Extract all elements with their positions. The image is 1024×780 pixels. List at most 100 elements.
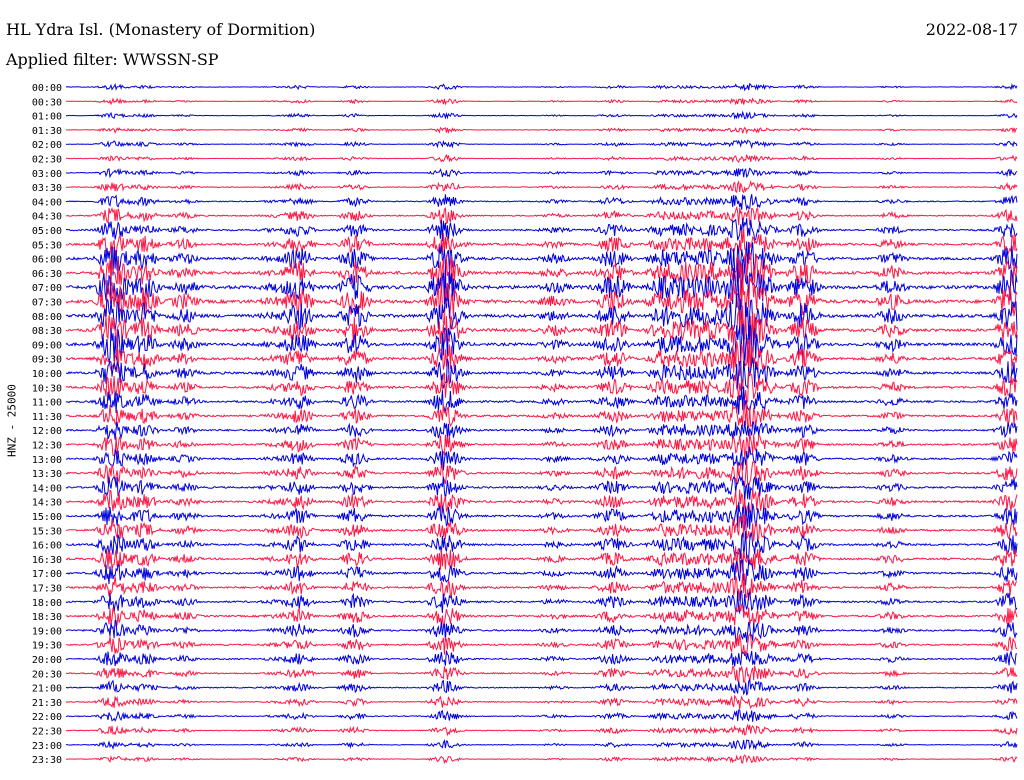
row-time-label: 20:00 [32, 655, 62, 666]
trace-line-0930 [65, 339, 1018, 379]
row-time-label: 12:30 [32, 441, 62, 452]
trace-line-1700 [65, 558, 1018, 586]
row-time-label: 10:00 [32, 369, 62, 380]
row-time-label: 01:00 [32, 112, 62, 123]
row-time-label: 10:30 [32, 383, 62, 394]
trace-line-0130 [65, 126, 1018, 135]
trace-line-1930 [65, 633, 1018, 656]
row-time-label: 14:00 [32, 483, 62, 494]
row-time-label: 03:30 [32, 183, 62, 194]
trace-line-2300 [65, 738, 1018, 751]
trace-line-0900 [65, 324, 1018, 366]
row-time-label: 14:30 [32, 498, 62, 509]
row-time-label: 20:30 [32, 669, 62, 680]
trace-line-2130 [65, 694, 1018, 710]
trace-line-1330 [65, 459, 1018, 488]
row-time-label: 15:00 [32, 512, 62, 523]
row-time-label: 06:00 [32, 255, 62, 266]
row-time-label: 04:30 [32, 212, 62, 223]
trace-line-1730 [65, 572, 1018, 602]
row-time-label: 21:30 [32, 698, 62, 709]
trace-line-1530 [65, 514, 1018, 542]
date-label: 2022-08-17 [925, 20, 1018, 39]
row-time-label: 13:00 [32, 455, 62, 466]
row-time-label: 09:00 [32, 340, 62, 351]
trace-line-0330 [65, 179, 1018, 194]
trace-line-1100 [65, 386, 1018, 415]
trace-line-0830 [65, 305, 1018, 354]
trace-line-1600 [65, 530, 1018, 560]
row-time-label: 00:30 [32, 97, 62, 108]
row-time-label: 13:30 [32, 469, 62, 480]
row-time-label: 01:30 [32, 126, 62, 137]
trace-line-1900 [66, 619, 1018, 643]
row-time-label: 22:30 [32, 727, 62, 738]
trace-line-0800 [65, 293, 1018, 340]
row-time-label: 04:00 [32, 197, 62, 208]
row-time-label: 08:00 [32, 312, 62, 323]
trace-line-0630 [65, 252, 1018, 293]
row-time-label: 09:30 [32, 355, 62, 366]
trace-line-2030 [65, 665, 1018, 684]
trace-line-2230 [65, 723, 1018, 737]
row-time-label: 22:00 [32, 712, 62, 723]
row-time-label: 23:00 [32, 741, 62, 752]
trace-line-0500 [65, 217, 1018, 242]
trace-line-1400 [65, 474, 1018, 502]
trace-line-1230 [65, 432, 1018, 458]
row-time-label: 02:00 [32, 140, 62, 151]
trace-line-1800 [65, 589, 1018, 615]
row-time-label: 23:30 [32, 755, 62, 766]
row-time-label: 02:30 [32, 155, 62, 166]
row-time-label: 07:00 [32, 283, 62, 294]
row-time-label: 12:00 [32, 426, 62, 437]
row-time-label: 05:30 [32, 240, 62, 251]
trace-line-1030 [65, 371, 1018, 404]
row-time-label: 17:30 [32, 584, 62, 595]
trace-line-0530 [65, 227, 1018, 261]
row-time-label: 06:30 [32, 269, 62, 280]
row-time-label: 11:30 [32, 412, 62, 423]
row-time-label: 00:00 [32, 83, 62, 94]
trace-line-0400 [65, 194, 1018, 211]
trace-line-0100 [65, 110, 1018, 120]
row-time-label: 19:00 [32, 626, 62, 637]
trace-line-0000 [65, 82, 1018, 92]
trace-line-0730 [65, 274, 1018, 327]
trace-line-1200 [65, 420, 1018, 440]
trace-line-0300 [65, 167, 1018, 179]
trace-line-1130 [65, 401, 1018, 429]
filter-label: Applied filter: WWSSN-SP [6, 50, 219, 69]
trace-line-2000 [65, 649, 1018, 667]
station-title: HL Ydra Isl. (Monastery of Dormition) [6, 20, 316, 39]
row-time-label: 17:00 [32, 569, 62, 580]
trace-line-2100 [65, 678, 1018, 696]
trace-line-0200 [65, 139, 1018, 150]
trace-line-1300 [65, 446, 1018, 471]
trace-line-2200 [65, 709, 1018, 722]
trace-line-0430 [65, 206, 1018, 226]
row-time-label: 21:00 [32, 684, 62, 695]
trace-line-0230 [65, 153, 1018, 164]
row-time-label: 18:00 [32, 598, 62, 609]
trace-line-1500 [65, 501, 1018, 531]
trace-line-0700 [65, 258, 1018, 309]
trace-line-1430 [66, 489, 1018, 514]
row-time-label: 19:30 [32, 641, 62, 652]
row-time-label: 07:30 [32, 298, 62, 309]
trace-line-1830 [65, 603, 1018, 628]
row-time-label: 05:00 [32, 226, 62, 237]
trace-line-0600 [65, 241, 1018, 279]
row-time-label: 16:30 [32, 555, 62, 566]
trace-line-2330 [65, 754, 1018, 765]
row-time-label: 08:30 [32, 326, 62, 337]
row-time-label: 11:00 [32, 398, 62, 409]
row-time-label: 15:30 [32, 526, 62, 537]
trace-line-1000 [65, 357, 1018, 392]
row-time-label: 03:00 [32, 169, 62, 180]
row-time-label: 18:30 [32, 612, 62, 623]
trace-line-0030 [65, 97, 1018, 106]
row-time-label: 16:00 [32, 541, 62, 552]
trace-line-1630 [65, 546, 1018, 573]
